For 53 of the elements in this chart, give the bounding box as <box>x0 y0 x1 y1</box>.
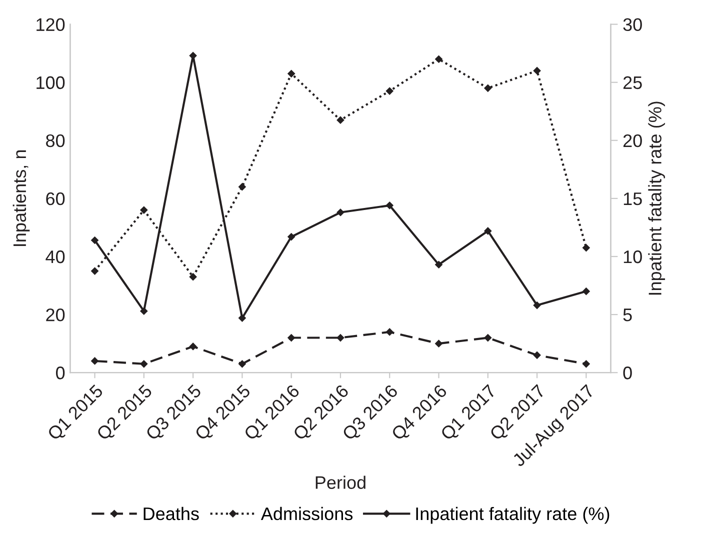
point <box>91 236 98 244</box>
point <box>386 87 394 95</box>
point <box>140 206 148 214</box>
point <box>91 267 98 275</box>
point <box>336 334 344 342</box>
y-tick-label: 40 <box>46 250 65 264</box>
y2-tick-label: 20 <box>623 134 642 148</box>
point <box>435 340 442 348</box>
y-tick-label: 100 <box>36 76 65 90</box>
legend-label: Deaths <box>144 506 199 520</box>
point <box>336 208 344 216</box>
y2-tick-label: 0 <box>623 366 632 380</box>
point <box>533 302 541 309</box>
point <box>484 84 492 92</box>
point <box>533 352 541 359</box>
x-axis-title: Period <box>316 476 366 489</box>
y2-axis-title: Inpatient fatality rate (%) <box>648 102 666 295</box>
y2-tick-label: 10 <box>624 250 642 264</box>
point <box>484 227 492 235</box>
point <box>238 360 246 368</box>
point <box>533 67 541 74</box>
point <box>435 55 442 63</box>
y2-tick-label: 5 <box>623 308 632 322</box>
point <box>189 273 197 280</box>
point <box>386 328 394 336</box>
point <box>582 288 590 295</box>
y2-tick-label: 15 <box>624 192 642 206</box>
y2-tick-label: 30 <box>623 18 642 32</box>
point <box>189 52 197 60</box>
point <box>140 307 148 315</box>
point <box>238 183 246 190</box>
point <box>288 334 295 342</box>
legend-label: Inpatient fatality rate (%) <box>416 506 610 524</box>
y2-tick-label: 25 <box>623 76 642 90</box>
point <box>288 233 295 240</box>
point <box>386 202 394 210</box>
point <box>336 116 344 124</box>
point <box>435 260 442 268</box>
point <box>582 244 590 252</box>
y-axis-title: Inpatients, n <box>12 150 30 246</box>
point <box>189 342 197 350</box>
y-tick-label: 120 <box>36 18 65 32</box>
y-tick-label: 0 <box>56 366 65 380</box>
legend-label: Admissions <box>260 506 353 520</box>
point <box>91 357 98 365</box>
point <box>140 360 148 368</box>
point <box>238 314 246 322</box>
y-tick-label: 60 <box>46 192 65 206</box>
point <box>582 360 590 368</box>
y-tick-label: 20 <box>46 308 65 322</box>
point <box>288 70 295 78</box>
y-tick-label: 80 <box>46 134 65 148</box>
point <box>484 334 492 342</box>
